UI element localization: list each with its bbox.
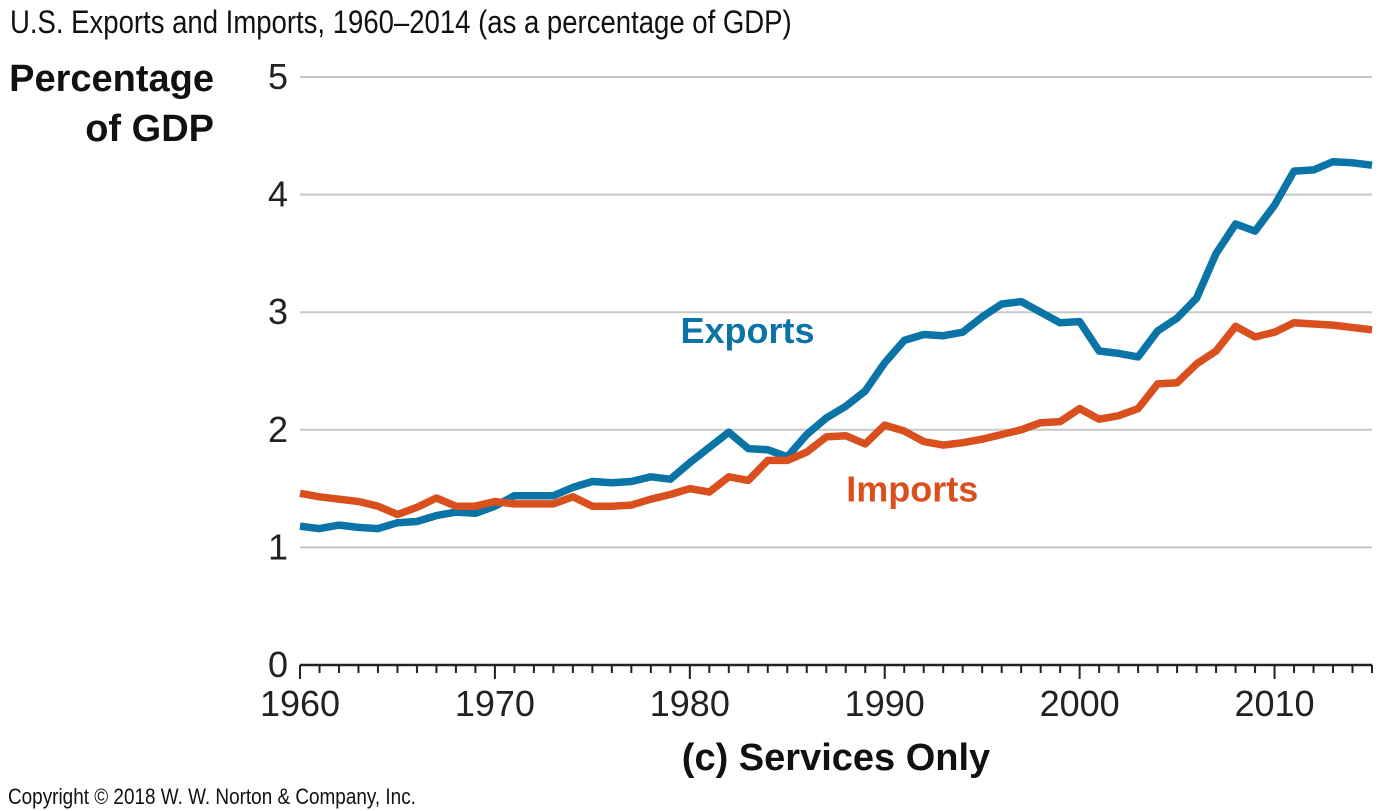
x-axis: 1960 1970 1980 1990 2000 2010 bbox=[260, 663, 1373, 724]
series-label-imports: Imports bbox=[846, 469, 978, 510]
y-axis-label-line-2: of GDP bbox=[85, 108, 214, 150]
y-tick-label-1: 1 bbox=[268, 526, 288, 567]
gridlines bbox=[300, 76, 1372, 549]
y-tick-label-5: 5 bbox=[268, 56, 288, 97]
y-axis-ticks: 0 1 2 3 4 5 bbox=[268, 56, 288, 685]
x-tick-label-1970: 1970 bbox=[455, 683, 535, 724]
x-tick-label-1990: 1990 bbox=[845, 683, 925, 724]
series-labels: Exports Imports bbox=[681, 310, 979, 510]
x-tick-label-1960: 1960 bbox=[260, 683, 340, 724]
chart-title: U.S. Exports and Imports, 1960–2014 (as … bbox=[10, 4, 792, 40]
y-tick-label-0: 0 bbox=[268, 644, 288, 685]
series-lines bbox=[299, 157, 1373, 533]
x-tick-label-1980: 1980 bbox=[650, 683, 730, 724]
y-tick-label-2: 2 bbox=[268, 409, 288, 450]
y-tick-label-4: 4 bbox=[268, 174, 288, 215]
series-line-imports bbox=[299, 319, 1373, 519]
x-tick-label-2010: 2010 bbox=[1234, 683, 1314, 724]
x-tick-label-2000: 2000 bbox=[1040, 683, 1120, 724]
y-axis-label-line-1: Percentage bbox=[9, 58, 214, 100]
series-label-exports: Exports bbox=[681, 310, 815, 351]
chart-subtitle: (c) Services Only bbox=[682, 737, 990, 779]
y-axis-label: Percentage of GDP bbox=[9, 54, 214, 154]
series-line-exports bbox=[299, 157, 1373, 533]
copyright-notice: Copyright © 2018 W. W. Norton & Company,… bbox=[8, 784, 416, 809]
y-tick-label-3: 3 bbox=[268, 291, 288, 332]
